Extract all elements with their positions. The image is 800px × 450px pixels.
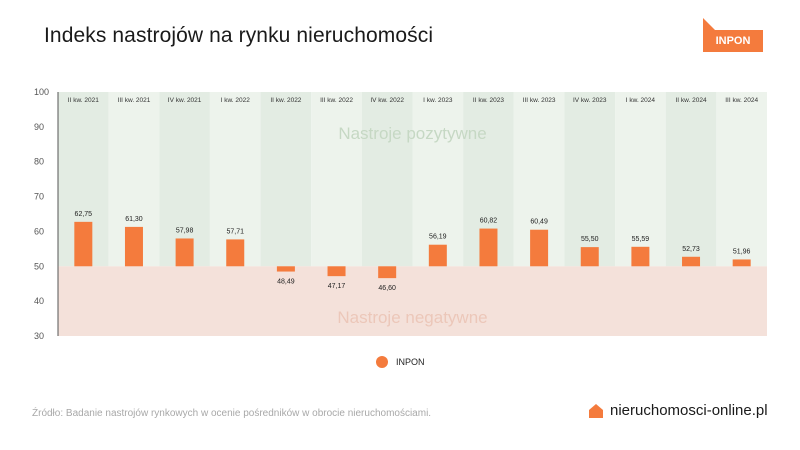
negative-zone <box>58 266 767 336</box>
bar-value-label: 60,49 <box>530 219 548 226</box>
legend-label: INPON <box>396 357 425 367</box>
house-icon <box>589 403 603 418</box>
legend: INPON <box>376 356 425 368</box>
x-category-label: IV kw. 2022 <box>370 97 404 104</box>
bar <box>378 266 397 279</box>
bar-value-label: 57,98 <box>176 227 194 234</box>
brand-name: nieruchomosci-online.pl <box>610 402 768 419</box>
positive-zone-column <box>412 92 464 267</box>
positive-zone-column <box>260 92 312 267</box>
x-category-label: II kw. 2022 <box>270 97 301 104</box>
y-tick-label: 30 <box>34 331 44 341</box>
bar-value-label: 47,17 <box>328 283 346 290</box>
y-tick-label: 60 <box>34 226 44 236</box>
bar <box>479 228 498 267</box>
positive-zone-column <box>564 92 616 267</box>
bar-value-label: 56,19 <box>429 234 447 241</box>
bar <box>530 229 549 267</box>
x-category-label: II kw. 2023 <box>473 97 504 104</box>
positive-zone-column <box>361 92 413 267</box>
source-note: Źródło: Badanie nastrojów rynkowych w oc… <box>32 408 432 419</box>
bar-value-label: 55,59 <box>632 236 650 243</box>
y-tick-label: 80 <box>34 157 44 167</box>
bar-value-label: 51,96 <box>733 248 751 255</box>
bar <box>682 256 701 267</box>
bar <box>428 244 447 267</box>
bar-value-label: 57,71 <box>226 228 244 235</box>
x-category-label: IV kw. 2021 <box>168 97 202 104</box>
bar <box>74 221 93 267</box>
positive-zone-column <box>209 92 261 267</box>
bar <box>732 259 751 267</box>
bar <box>631 246 650 267</box>
x-category-label: II kw. 2021 <box>68 97 99 104</box>
legend-swatch <box>376 356 388 368</box>
positive-zone-column <box>665 92 717 267</box>
x-category-label: I kw. 2024 <box>626 97 656 104</box>
inpon-badge: INPON <box>703 30 763 52</box>
y-tick-label: 100 <box>34 87 49 97</box>
bar-value-label: 46,60 <box>378 285 396 292</box>
bar-value-label: 52,73 <box>682 246 700 253</box>
x-category-label: I kw. 2022 <box>221 97 251 104</box>
x-category-label: III kw. 2024 <box>725 97 758 104</box>
positive-zone-column <box>716 92 767 267</box>
bar-chart: Nastroje pozytywne Nastroje negatywne 30 40… <box>34 87 767 341</box>
x-category-label: III kw. 2023 <box>523 97 556 104</box>
bar <box>175 238 194 267</box>
y-tick-label: 90 <box>34 122 44 132</box>
bar <box>124 226 143 267</box>
positive-zone-column <box>311 92 362 267</box>
x-category-label: I kw. 2023 <box>423 97 453 104</box>
bar-value-label: 48,49 <box>277 279 295 286</box>
bar <box>226 239 245 267</box>
y-tick-label: 40 <box>34 296 44 306</box>
x-category-label: III kw. 2021 <box>118 97 151 104</box>
brand-logo: nieruchomosci-online.pl <box>588 402 768 419</box>
zone-label-positive: Nastroje pozytywne <box>338 124 486 143</box>
x-category-label: II kw. 2024 <box>675 97 706 104</box>
bar <box>327 266 346 277</box>
chart-title: Indeks nastrojów na rynku nieruchomości <box>44 24 434 47</box>
bar <box>580 247 599 267</box>
bar-value-label: 61,30 <box>125 216 143 223</box>
y-tick-label: 70 <box>34 192 44 202</box>
positive-zone-column <box>159 92 210 267</box>
zone-label-negative: Nastroje negatywne <box>337 308 487 327</box>
x-category-label: III kw. 2022 <box>320 97 353 104</box>
bar-value-label: 60,82 <box>480 218 498 225</box>
bar-value-label: 55,50 <box>581 236 599 243</box>
y-tick-label: 50 <box>34 261 44 271</box>
bar <box>276 266 295 272</box>
positive-zone-column <box>615 92 666 267</box>
badge-tab-icon <box>703 18 715 30</box>
x-category-label: IV kw. 2023 <box>573 97 607 104</box>
bar-value-label: 62,75 <box>75 211 93 218</box>
